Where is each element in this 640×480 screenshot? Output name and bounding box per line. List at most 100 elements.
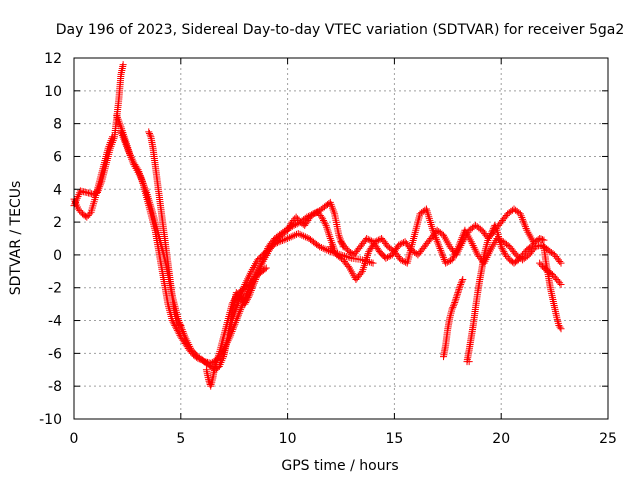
data-point [397,256,405,264]
data-point [139,179,147,187]
data-point [458,277,466,285]
data-point [252,274,260,282]
data-point [342,244,350,252]
data-point [178,326,186,334]
data-point [298,231,306,239]
data-point [140,183,148,191]
data-point [245,292,253,300]
data-point [305,215,313,223]
data-point [76,207,84,215]
data-point [449,302,457,310]
data-point [180,331,188,339]
data-point [369,259,377,267]
data-point [282,235,290,243]
data-point [426,217,434,225]
data-point [255,266,263,274]
data-point [237,294,245,302]
data-point [284,225,292,233]
data-point [235,309,243,317]
data-point [316,243,324,251]
data-point [245,280,253,288]
data-point [519,217,527,225]
data-point [250,279,258,287]
data-markers [70,61,565,390]
data-point [537,235,545,243]
y-tick-label-9: 8 [53,117,62,133]
data-point [286,221,294,229]
y-axis-label: SDTVAR / TECUs [8,181,24,296]
data-point [230,322,238,330]
data-point [262,248,270,256]
data-point [145,129,153,137]
data-point [321,220,329,228]
data-point [516,254,524,262]
data-point [376,235,384,243]
x-tick-label-5: 25 [599,431,617,447]
data-point [174,328,182,336]
y-tick-label-2: -6 [48,346,62,362]
data-point [270,236,278,244]
data-point [499,246,507,254]
data-point [319,244,327,252]
data-point [523,252,531,260]
data-point [346,254,354,262]
data-point [432,235,440,243]
data-point [459,276,467,284]
data-point [519,251,527,259]
data-point [262,264,270,272]
data-point [383,241,391,249]
series-track-7 [220,198,347,361]
data-point [556,279,564,287]
data-point [540,236,548,244]
data-point [246,290,254,298]
data-point [323,246,331,254]
data-point [294,230,302,238]
series-track-8 [284,208,339,254]
data-point [234,311,242,319]
x-tick-label-1: 5 [176,431,185,447]
y-tick-label-11: 12 [44,51,62,67]
data-point [244,294,252,302]
data-point [435,241,443,249]
data-point [557,325,565,333]
data-point [86,210,94,218]
data-point [554,277,562,285]
data-point [253,272,261,280]
data-point [440,254,448,262]
data-point [436,245,444,253]
data-point [121,137,129,145]
data-point [126,150,134,158]
data-point [511,249,519,257]
data-point [119,133,127,141]
data-point [125,148,133,156]
data-point [520,249,528,257]
data-point [306,213,314,221]
data-point [123,142,131,150]
data-point [84,212,92,220]
data-point [288,218,296,226]
data-point [427,219,435,227]
data-point [537,261,545,269]
data-point [83,213,91,221]
series-track-11 [463,221,548,366]
data-point [259,257,267,265]
data-point [492,225,500,233]
data-point [442,259,450,267]
data-point [300,232,308,240]
data-point [433,237,441,245]
data-point [324,229,332,237]
data-point [367,259,375,267]
data-point [285,234,293,242]
data-point [261,252,269,260]
data-point [242,298,250,306]
data-point [254,270,262,278]
data-point [320,218,328,226]
data-point [325,231,333,239]
data-point [451,298,459,306]
data-point [247,286,255,294]
y-tick-label-3: -4 [48,314,62,330]
data-point [385,253,393,261]
data-point [548,271,556,279]
data-point [516,210,524,218]
data-point [129,159,137,167]
